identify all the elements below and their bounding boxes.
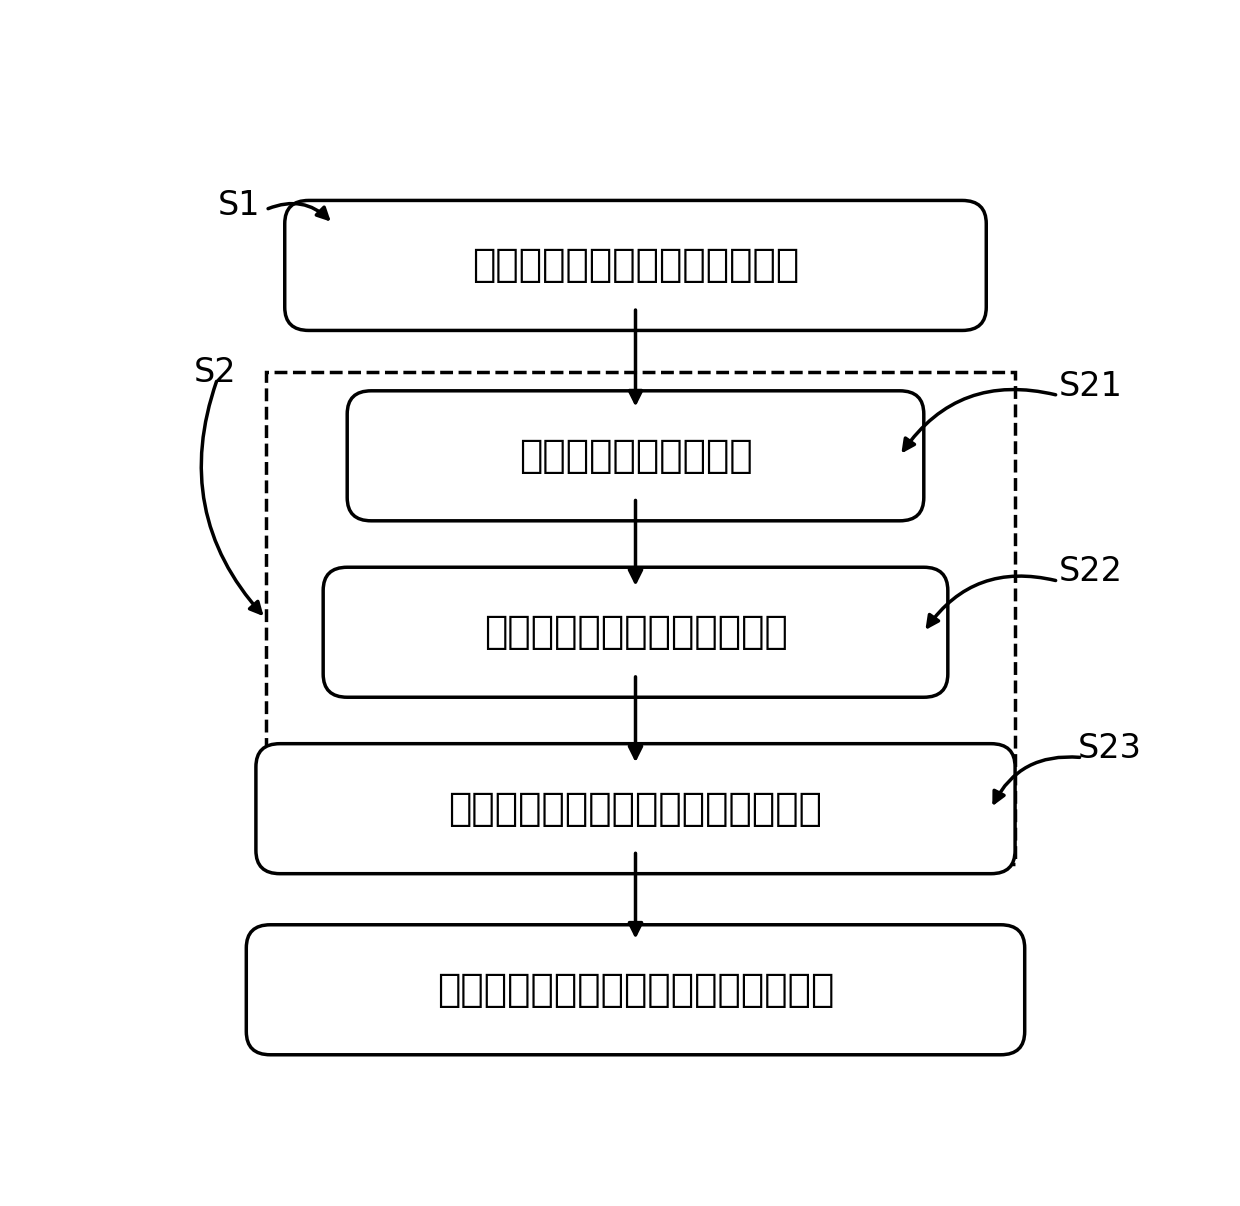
Text: 陶瓷料与粘结剂混炼成泥块状: 陶瓷料与粘结剂混炼成泥块状: [484, 613, 787, 651]
FancyBboxPatch shape: [247, 925, 1024, 1055]
Bar: [265, 373, 1016, 865]
FancyBboxPatch shape: [255, 744, 1016, 873]
Text: 加入金属料颗粒继续混炼，挤出切粒: 加入金属料颗粒继续混炼，挤出切粒: [449, 790, 822, 827]
FancyBboxPatch shape: [324, 567, 947, 697]
Text: 碳化硅陶瓷与助剂预混: 碳化硅陶瓷与助剂预混: [518, 437, 753, 475]
Text: 制得不锈钢增强的碳化硅复合陶瓷颗粒: 制得不锈钢增强的碳化硅复合陶瓷颗粒: [436, 971, 835, 1008]
Text: S22: S22: [1058, 556, 1122, 589]
FancyBboxPatch shape: [285, 200, 986, 330]
Text: S23: S23: [1078, 732, 1142, 765]
Text: 金属料与粘结剂混炼，挤出切粒: 金属料与粘结剂混炼，挤出切粒: [472, 246, 799, 285]
FancyBboxPatch shape: [347, 391, 924, 521]
Text: S2: S2: [193, 356, 236, 388]
Text: S21: S21: [1058, 370, 1122, 403]
Text: S1: S1: [217, 188, 260, 222]
